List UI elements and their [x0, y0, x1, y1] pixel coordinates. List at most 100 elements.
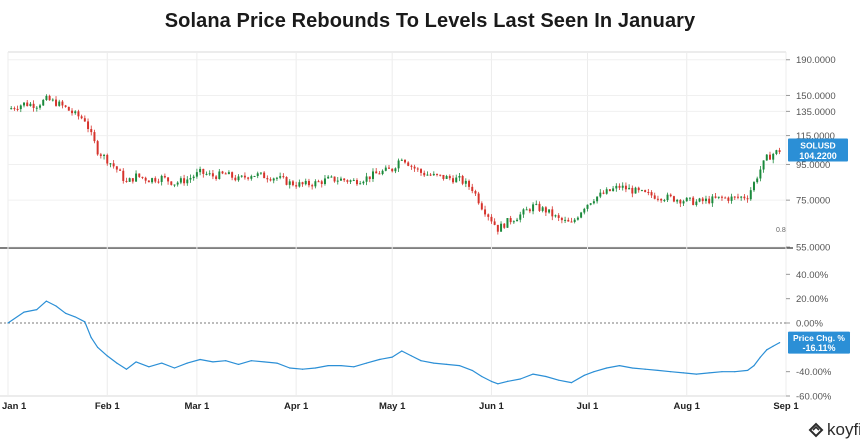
pct-y-tick-label: -60.00%: [796, 392, 832, 403]
pct-point: [497, 383, 499, 385]
candle-body: [432, 173, 435, 176]
candle-body: [195, 172, 198, 177]
candlestick: [599, 189, 602, 199]
candlestick: [349, 179, 352, 185]
pct-y-tick-label: 40.00%: [796, 270, 829, 281]
price-badge-value: 104.2200: [799, 151, 837, 161]
candle-body: [711, 196, 714, 204]
candlestick: [573, 218, 576, 224]
candle-body: [660, 198, 663, 201]
price-y-tick-label: 95.0000: [796, 160, 830, 171]
candlestick: [560, 216, 563, 224]
candlestick: [698, 197, 701, 203]
candle-body: [26, 102, 29, 107]
candle-body: [74, 111, 77, 114]
candle-body: [404, 159, 406, 163]
candle-body: [58, 101, 61, 106]
candlestick: [179, 176, 182, 185]
candle-body: [640, 190, 643, 192]
candlestick: [339, 176, 342, 181]
candlestick: [672, 195, 675, 203]
candlestick: [71, 108, 74, 116]
candlestick: [388, 164, 390, 169]
candlestick: [663, 198, 666, 203]
candlestick: [400, 158, 403, 161]
candlestick: [157, 178, 160, 184]
candlestick: [765, 154, 768, 161]
candle-body: [624, 185, 627, 190]
candle-body: [189, 178, 192, 180]
candlestick: [135, 170, 138, 183]
candlestick: [106, 153, 109, 166]
pct-point: [148, 366, 150, 368]
candle-body: [240, 175, 243, 177]
candlestick: [99, 152, 102, 159]
candlestick: [528, 208, 531, 214]
pct-point: [314, 367, 316, 369]
candlestick: [359, 180, 362, 185]
candlestick: [39, 103, 42, 110]
candle-body: [628, 187, 631, 190]
candlestick: [371, 168, 374, 182]
candle-body: [676, 199, 679, 202]
candlestick: [634, 186, 637, 194]
pct-point: [212, 361, 214, 363]
candlestick: [762, 160, 765, 173]
candlestick: [10, 106, 13, 110]
candle-body: [644, 190, 647, 192]
candlestick: [16, 105, 19, 112]
candle-body: [599, 192, 602, 197]
candle-body: [199, 168, 202, 173]
candlestick: [778, 147, 781, 155]
candle-body: [592, 201, 595, 204]
candlestick: [93, 129, 96, 144]
candle-body: [365, 176, 368, 182]
candle-body: [99, 154, 102, 156]
candlestick: [596, 196, 599, 204]
candle-body: [141, 176, 144, 178]
candle-body: [567, 219, 570, 222]
price-badge-label: SOLUSD: [800, 140, 835, 150]
candlestick: [221, 170, 224, 175]
candlestick: [413, 164, 416, 172]
candle-body: [323, 178, 326, 184]
candlestick: [730, 193, 733, 204]
pct-point: [695, 373, 697, 375]
candlestick: [589, 203, 592, 206]
candlestick: [160, 174, 163, 186]
candlestick: [247, 176, 250, 181]
pct-badge-value: -16.11%: [802, 343, 835, 353]
candlestick: [170, 181, 173, 186]
pct-point: [301, 368, 304, 370]
candle-body: [83, 118, 86, 122]
candlestick: [23, 102, 26, 108]
candlestick: [682, 199, 685, 206]
candlestick: [752, 181, 755, 192]
candle-body: [13, 108, 16, 110]
candle-body: [752, 182, 755, 191]
candle-body: [317, 181, 320, 183]
candlestick: [621, 182, 624, 191]
candle-body: [436, 173, 439, 175]
candle-body: [48, 95, 51, 101]
candle-body: [615, 185, 618, 189]
candle-body: [375, 171, 378, 174]
candlestick: [378, 171, 381, 175]
candlestick: [724, 196, 727, 199]
candle-body: [35, 107, 38, 109]
candle-body: [125, 180, 128, 182]
candle-body: [391, 168, 394, 172]
pct-point: [263, 361, 265, 363]
candle-body: [746, 198, 749, 200]
candle-body: [355, 180, 358, 185]
candlestick: [455, 174, 458, 183]
candle-body: [208, 173, 211, 175]
candlestick: [647, 188, 650, 196]
candle-body: [541, 207, 544, 211]
candlestick: [445, 174, 448, 180]
candlestick: [83, 115, 86, 122]
candlestick: [714, 192, 717, 199]
candle-body: [452, 178, 455, 183]
candlestick: [676, 198, 679, 204]
